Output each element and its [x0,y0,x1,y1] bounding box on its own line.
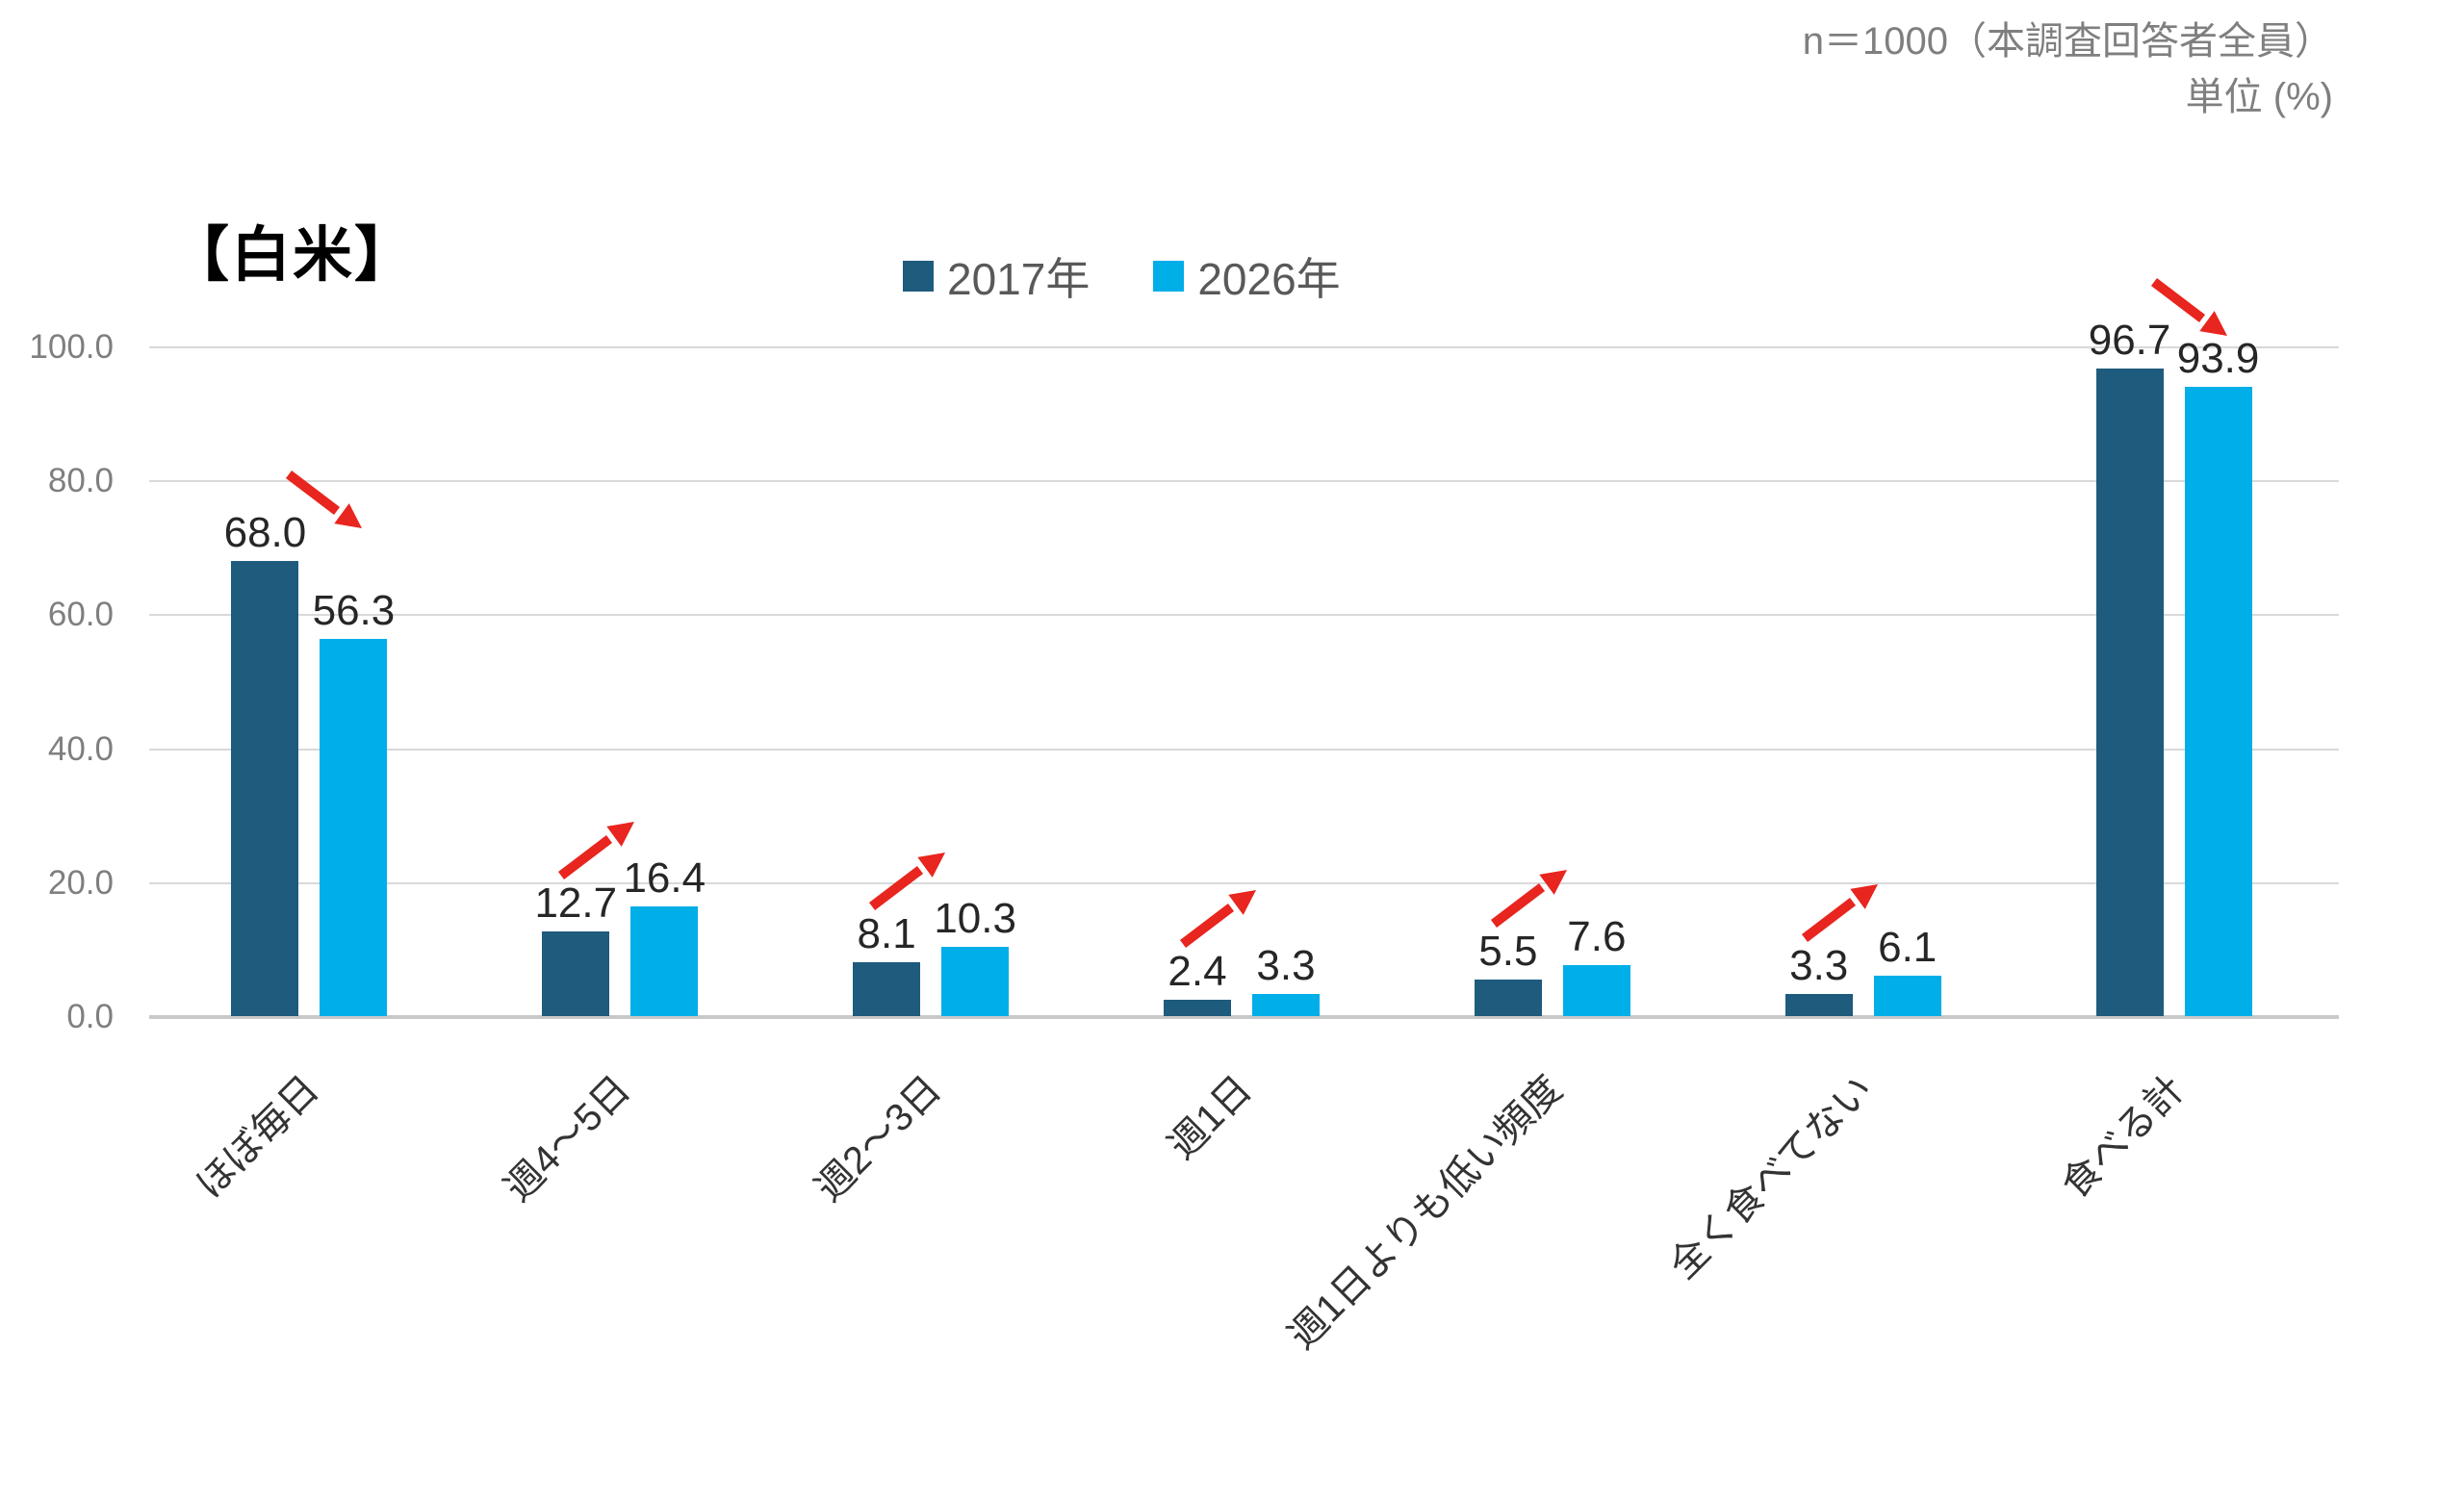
bar-value-label: 8.1 [857,909,916,957]
y-gridline [149,614,2339,617]
bar-value-label: 12.7 [534,879,618,927]
legend-item-2017年: 2017年 [903,244,1090,308]
y-tick-label: 20.0 [47,863,114,902]
legend-label: 2026年 [1197,254,1341,304]
bar-2017年 [1784,994,1853,1016]
bar-2026年 [1562,965,1630,1016]
y-gridline [149,346,2339,348]
category-label: 週1日 [1160,1067,1260,1168]
legend-item-2026年: 2026年 [1153,244,1341,308]
y-gridline [149,480,2339,483]
trend-arrow-up-icon [1488,864,1569,938]
y-tick-label: 80.0 [47,462,114,500]
chart-title: 【白米】 [169,222,417,289]
bar-value-label: 6.1 [1878,923,1938,971]
y-tick-label: 40.0 [47,729,114,768]
bar-2026年 [1873,975,1941,1016]
bar-value-label: 7.6 [1567,913,1627,961]
category-label: 食べる計 [2053,1067,2193,1208]
legend-label: 2017年 [947,254,1091,304]
bar-value-label: 3.3 [1256,942,1316,990]
bar-value-label: 2.4 [1168,948,1227,996]
legend-swatch-icon [903,261,934,292]
category-label: 週2～3日 [807,1067,950,1210]
bar-2026年 [630,905,699,1016]
bar-value-label: 10.3 [934,895,1016,943]
sample-size-label: n＝1000（本調査回答者全員） [1802,20,2333,63]
bar-2017年 [231,560,299,1016]
bar-2017年 [542,930,610,1016]
bar-value-label: 93.9 [2176,335,2260,383]
unit-label: 単位 (%) [2185,76,2333,118]
trend-arrow-up-icon [555,816,636,890]
bar-value-label: 56.3 [312,587,396,635]
bar-value-label: 5.5 [1478,927,1538,975]
y-tick-label: 60.0 [47,596,114,634]
category-label: 全く食べてない [1661,1067,1882,1287]
x-axis-baseline [149,1015,2339,1019]
bar-value-label: 68.0 [223,508,307,556]
bar-2026年 [1252,994,1320,1016]
bar-2017年 [2095,368,2164,1016]
y-tick-label: 100.0 [29,328,114,366]
trend-arrow-down-icon [283,465,364,539]
bar-value-label: 96.7 [2088,316,2171,364]
bar-2026年 [2184,387,2252,1016]
trend-arrow-up-icon [866,847,947,921]
bar-value-label: 3.3 [1789,942,1849,990]
bar-2017年 [1164,1000,1231,1016]
bar-2017年 [1474,979,1542,1016]
trend-arrow-down-icon [2148,272,2229,346]
bar-2026年 [941,947,1010,1016]
bar-2017年 [853,961,921,1016]
chart-notes: n＝1000（本調査回答者全員） 単位 (%) [1803,13,2333,125]
bar-2026年 [320,639,388,1016]
y-tick-label: 0.0 [66,998,114,1035]
legend-swatch-icon [1153,261,1185,292]
y-gridline [149,748,2339,751]
category-label: 週1日よりも低い頻度 [1280,1067,1571,1358]
y-gridline [149,881,2339,884]
legend: 2017年 2026年 [903,244,1341,308]
trend-arrow-up-icon [1799,879,1880,953]
category-label: ほぼ毎日 [189,1067,328,1208]
category-label: 週4～5日 [496,1067,639,1210]
bar-value-label: 16.4 [623,853,706,902]
trend-arrow-up-icon [1177,884,1258,958]
